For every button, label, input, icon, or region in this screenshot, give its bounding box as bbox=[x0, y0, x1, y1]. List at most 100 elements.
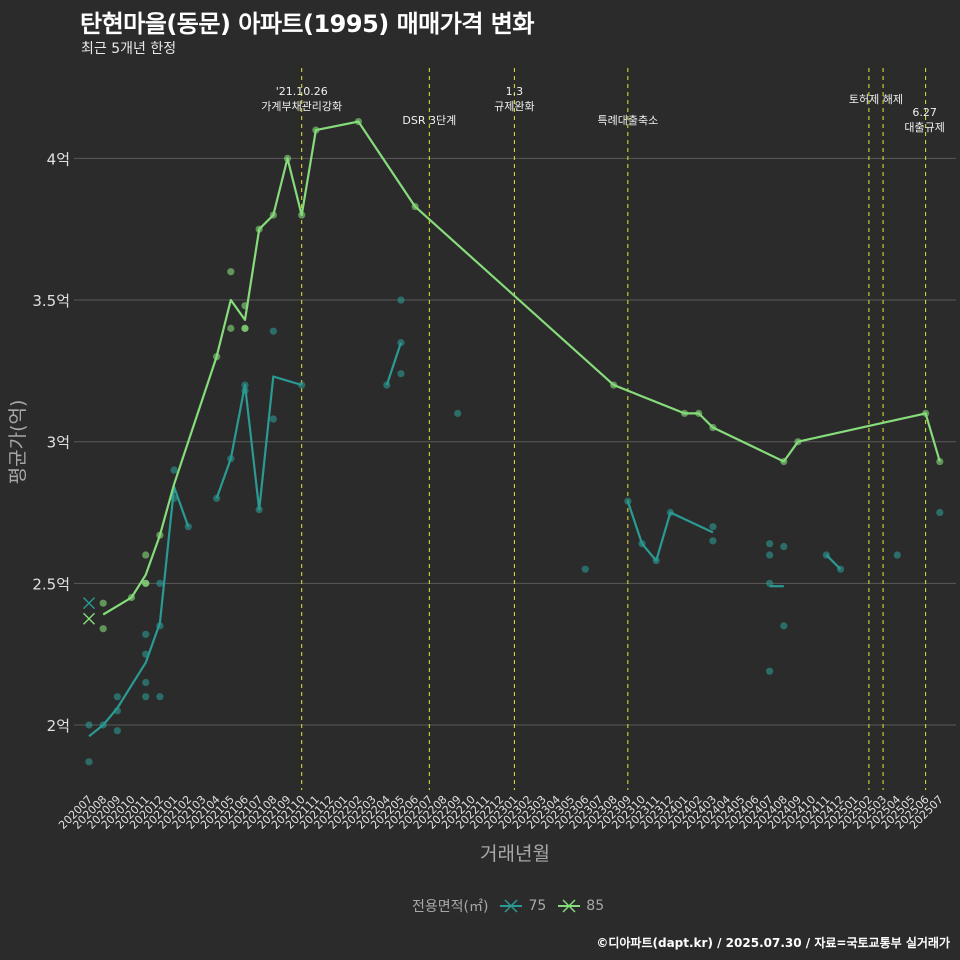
legend: 전용면적(㎡) 75 85 bbox=[412, 896, 604, 916]
data-point-85 bbox=[922, 409, 930, 417]
cross-stroke bbox=[83, 612, 95, 625]
data-point-85 bbox=[241, 302, 249, 310]
data-point-75 bbox=[142, 650, 150, 658]
data-point-75 bbox=[213, 494, 221, 502]
data-point-85 bbox=[142, 551, 150, 559]
data-point-75 bbox=[227, 455, 235, 463]
data-point-75 bbox=[255, 506, 263, 514]
data-point-85 bbox=[99, 625, 107, 633]
y-tick-label: 3억 bbox=[47, 434, 70, 452]
data-point-75 bbox=[780, 622, 788, 630]
data-point-85 bbox=[695, 409, 703, 417]
data-point-75 bbox=[666, 508, 674, 517]
legend-key-75-icon bbox=[500, 899, 523, 913]
data-point-75 bbox=[241, 387, 249, 395]
grid-lines bbox=[74, 157, 956, 726]
data-point-85 bbox=[213, 353, 221, 361]
data-point-75 bbox=[298, 381, 306, 389]
y-tick-label: 2억 bbox=[47, 717, 70, 735]
data-point-75 bbox=[99, 721, 107, 729]
data-point-75 bbox=[156, 693, 164, 701]
data-point-85 bbox=[680, 409, 689, 417]
data-point-75 bbox=[780, 542, 788, 551]
legend-title: 전용면적(㎡) bbox=[412, 899, 489, 915]
data-point-75 bbox=[766, 551, 774, 559]
data-point-75 bbox=[85, 758, 93, 766]
data-point-85 bbox=[298, 211, 306, 219]
data-point-85 bbox=[255, 225, 263, 233]
series-line-75 bbox=[215, 375, 303, 511]
chart-subtitle: 최근 5개년 한정 bbox=[81, 41, 177, 57]
data-point-75 bbox=[638, 540, 646, 548]
data-point-85 bbox=[354, 117, 363, 126]
series-layer bbox=[83, 117, 944, 766]
data-point-85 bbox=[241, 324, 249, 332]
data-point-85 bbox=[709, 423, 717, 432]
x-axis-title: 거래년월 bbox=[480, 843, 550, 865]
event-label: '21.10.26 bbox=[276, 85, 328, 98]
data-point-75 bbox=[709, 523, 717, 531]
legend-key-85-icon bbox=[558, 899, 581, 913]
event-label: 특례대출축소 bbox=[597, 114, 658, 127]
data-point-75 bbox=[184, 523, 192, 531]
data-point-85 bbox=[610, 381, 618, 389]
data-point-75 bbox=[766, 579, 774, 587]
data-point-75 bbox=[397, 370, 405, 378]
data-point-75 bbox=[581, 565, 589, 573]
data-point-75 bbox=[142, 693, 150, 701]
event-label: 규제완화 bbox=[494, 100, 534, 113]
data-point-85 bbox=[283, 154, 292, 162]
cross-marker-75 bbox=[83, 597, 95, 610]
data-point-75 bbox=[113, 707, 121, 715]
data-point-75 bbox=[241, 381, 249, 389]
data-point-75 bbox=[454, 409, 462, 417]
data-point-75 bbox=[170, 494, 178, 502]
data-point-75 bbox=[156, 579, 164, 587]
event-label: 6.27 bbox=[912, 106, 937, 119]
data-point-85 bbox=[411, 202, 419, 211]
data-point-85 bbox=[227, 324, 235, 332]
data-point-75 bbox=[269, 415, 277, 423]
data-point-85 bbox=[156, 531, 164, 539]
data-point-75 bbox=[142, 678, 150, 687]
y-tick-label: 4억 bbox=[47, 150, 70, 168]
data-point-85 bbox=[127, 593, 136, 602]
series-line-75 bbox=[88, 485, 190, 738]
data-point-75 bbox=[709, 537, 717, 545]
data-point-75 bbox=[113, 693, 121, 701]
series-line-75 bbox=[385, 342, 403, 386]
y-tick-label: 2.5억 bbox=[32, 575, 70, 593]
data-point-75 bbox=[142, 630, 150, 638]
data-point-75 bbox=[85, 721, 93, 729]
series-line-85 bbox=[102, 120, 941, 616]
data-point-75 bbox=[113, 727, 121, 735]
data-point-85 bbox=[227, 268, 235, 276]
data-point-75 bbox=[766, 667, 774, 675]
data-point-75 bbox=[397, 296, 405, 304]
cross-stroke bbox=[83, 597, 95, 610]
data-point-85 bbox=[312, 126, 320, 134]
cross-marker-85 bbox=[83, 612, 95, 625]
data-point-85 bbox=[99, 599, 107, 607]
data-point-75 bbox=[936, 508, 944, 517]
legend-label-75: 75 bbox=[528, 898, 547, 914]
event-label: 1.3 bbox=[506, 85, 524, 98]
data-point-85 bbox=[936, 457, 944, 466]
event-label: 대출규제 bbox=[904, 121, 944, 134]
data-point-75 bbox=[822, 551, 830, 559]
data-point-75 bbox=[766, 540, 774, 548]
data-point-75 bbox=[836, 565, 845, 573]
data-point-75 bbox=[397, 338, 405, 347]
data-point-85 bbox=[142, 579, 150, 587]
data-point-75 bbox=[893, 551, 901, 559]
axis-labels: 2억2.5억3억3.5억4억20200720200820200920201020… bbox=[7, 150, 946, 865]
data-point-75 bbox=[170, 466, 178, 474]
event-label: DSR 3단계 bbox=[402, 114, 456, 127]
data-point-75 bbox=[269, 327, 277, 335]
chart-title: 탄현마을(동문) 아파트(1995) 매매가격 변화 bbox=[80, 10, 534, 38]
data-point-75 bbox=[383, 381, 391, 389]
data-point-85 bbox=[794, 438, 802, 446]
legend-label-85: 85 bbox=[586, 898, 605, 914]
event-label: 토허제 해제 bbox=[849, 92, 903, 106]
